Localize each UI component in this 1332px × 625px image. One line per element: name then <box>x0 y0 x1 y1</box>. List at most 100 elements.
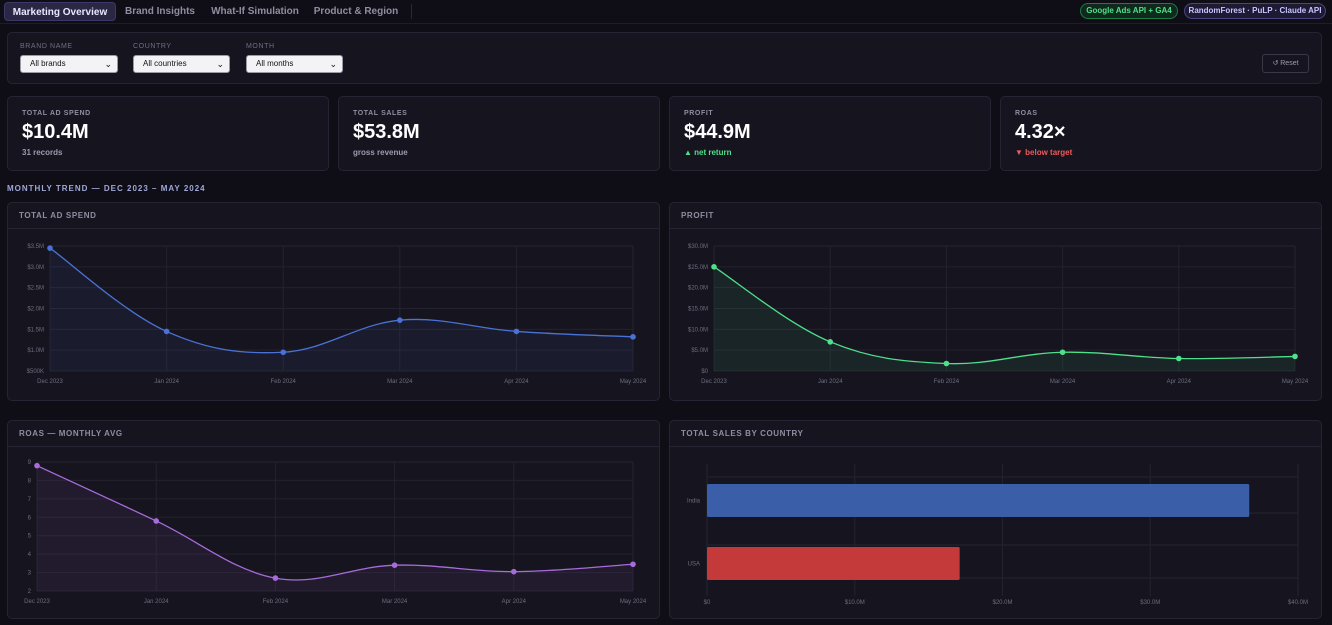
data-point[interactable] <box>513 328 520 335</box>
y-tick-label: 3 <box>28 571 32 577</box>
data-point[interactable] <box>272 575 279 581</box>
y-tick-label: $3.5M <box>27 244 44 250</box>
x-tick-label: $30.0M <box>1140 600 1160 606</box>
model-stack-badge: RandomForest · PuLP · Claude API <box>1184 3 1326 19</box>
reset-button[interactable]: ↺ Reset <box>1262 54 1309 73</box>
data-point[interactable] <box>391 562 398 568</box>
data-point[interactable] <box>397 317 403 323</box>
chevron-down-icon: ⌄ <box>216 59 224 69</box>
data-point[interactable] <box>511 568 517 575</box>
y-tick-label: $30.0M <box>688 244 708 250</box>
brand-select[interactable]: All brands ⌄ <box>20 55 118 73</box>
tab-what-if-simulation[interactable]: What-If Simulation <box>211 6 299 17</box>
kpi-card-ad-spend: Total ad spend $10.4M 31 records <box>7 96 329 171</box>
kpi-label: ROAS <box>1015 110 1038 117</box>
country-filter-label: Country <box>133 43 172 50</box>
ad-spend-chart-panel: Total ad spend $500K $1.0M $1.5M $2.0M $2.5M… <box>7 202 660 401</box>
data-point[interactable] <box>630 561 636 568</box>
bar[interactable] <box>707 547 960 580</box>
data-point[interactable] <box>153 518 159 524</box>
series-area <box>37 465 633 591</box>
data-point[interactable] <box>1292 353 1298 360</box>
brand-select-value: All brands <box>30 59 66 68</box>
panel-header: Profit <box>670 203 1321 229</box>
sales-by-country-panel: Total sales by country $0 $10.0M $20.0M $30… <box>669 420 1322 619</box>
x-tick-label: $10.0M <box>845 600 865 606</box>
data-point[interactable] <box>943 360 950 367</box>
profit-line-chart: $0 $5.0M $10.0M $15.0M $20.0M $25.0M $30.0M Dec… <box>688 244 1309 385</box>
country-select[interactable]: All countries ⌄ <box>133 55 230 73</box>
chevron-down-icon: ⌄ <box>104 59 112 69</box>
y-tick-label: 4 <box>28 552 32 558</box>
y-tick-label: $3.0M <box>27 265 44 271</box>
x-tick-label: Feb 2024 <box>271 379 297 385</box>
panel-header: Total sales by country <box>670 421 1321 447</box>
kpi-subtext: ▲ net return <box>684 148 732 157</box>
x-tick-label: Feb 2024 <box>934 379 960 385</box>
series-line <box>49 247 634 354</box>
x-tick-label: May 2024 <box>1282 379 1309 385</box>
roas-chart-panel: ROAS — monthly avg 2 3 4 5 6 7 8 9 Dec 2023 Jan 2… <box>7 420 660 619</box>
kpi-subtext: 31 records <box>22 148 63 157</box>
y-tick-label: $1.0M <box>27 348 44 354</box>
x-tick-label: May 2024 <box>620 379 647 385</box>
kpi-subtext: ▼ below target <box>1015 148 1073 157</box>
x-tick-label: May 2024 <box>620 599 647 605</box>
kpi-value: 4.32× <box>1015 121 1066 143</box>
panel-title: Total ad spend <box>19 211 97 220</box>
x-tick-label: Mar 2024 <box>387 379 413 385</box>
sales-by-country-bar-chart: $0 $10.0M $20.0M $30.0M $40.0M India USA <box>687 464 1308 606</box>
data-point[interactable] <box>630 334 636 340</box>
chevron-down-icon: ⌄ <box>329 59 337 69</box>
series-line <box>36 465 634 581</box>
data-point[interactable] <box>34 462 40 469</box>
y-tick-label: $1.5M <box>27 327 44 333</box>
series-area <box>50 248 633 371</box>
profit-chart-panel: Profit $0 $5.0M $10.0M $15.0M $20.0M $25.0M $3… <box>669 202 1322 401</box>
panel-title: Total sales by country <box>681 429 804 438</box>
roas-line-chart: 2 3 4 5 6 7 8 9 Dec 2023 Jan 2024 Feb 2024 Mar 2024… <box>24 460 647 605</box>
data-point[interactable] <box>711 264 717 270</box>
kpi-label: Total sales <box>353 110 408 117</box>
series-area <box>714 266 1295 371</box>
x-tick-label: Apr 2024 <box>504 379 529 385</box>
y-tick-label: 5 <box>28 534 32 540</box>
y-tick-label: 6 <box>28 515 32 521</box>
x-tick-label: Jan 2024 <box>154 379 179 385</box>
kpi-card-total-sales: Total sales $53.8M gross revenue <box>338 96 660 171</box>
tab-marketing-overview[interactable]: Marketing Overview <box>4 2 116 21</box>
category-label: USA <box>688 562 700 568</box>
y-tick-label: $5.0M <box>691 348 708 354</box>
panel-title: Profit <box>681 211 714 220</box>
tab-brand-insights[interactable]: Brand Insights <box>124 6 195 17</box>
data-point[interactable] <box>1176 355 1182 362</box>
data-point[interactable] <box>827 339 833 345</box>
month-select[interactable]: All months ⌄ <box>246 55 343 73</box>
y-tick-label: 2 <box>28 589 32 595</box>
x-tick-label: $40.0M <box>1288 600 1308 606</box>
nav-divider <box>411 4 412 19</box>
panel-header: Total ad spend <box>8 203 659 229</box>
data-point[interactable] <box>280 349 287 356</box>
y-tick-label: 8 <box>28 478 32 484</box>
filter-panel: Brand name All brands ⌄ Country All coun… <box>7 32 1322 84</box>
country-select-value: All countries <box>143 59 187 68</box>
x-tick-label: Dec 2023 <box>37 379 63 385</box>
x-tick-label: Jan 2024 <box>818 379 843 385</box>
y-tick-label: $0 <box>701 369 708 375</box>
panel-header: ROAS — monthly avg <box>8 421 659 447</box>
y-tick-label: $500K <box>27 369 44 375</box>
data-point[interactable] <box>163 328 170 335</box>
y-tick-label: $20.0M <box>688 286 708 292</box>
data-point[interactable] <box>47 245 53 251</box>
series-line <box>713 266 1296 365</box>
y-tick-label: $25.0M <box>688 265 708 271</box>
data-point[interactable] <box>1059 349 1066 356</box>
kpi-label: Profit <box>684 110 714 117</box>
x-tick-label: Jan 2024 <box>144 599 169 605</box>
tab-product-region[interactable]: Product & Region <box>313 6 399 17</box>
bar[interactable] <box>707 484 1250 517</box>
x-tick-label: Feb 2024 <box>263 599 289 605</box>
y-tick-label: 9 <box>28 460 32 466</box>
panel-title: ROAS — monthly avg <box>19 429 123 438</box>
